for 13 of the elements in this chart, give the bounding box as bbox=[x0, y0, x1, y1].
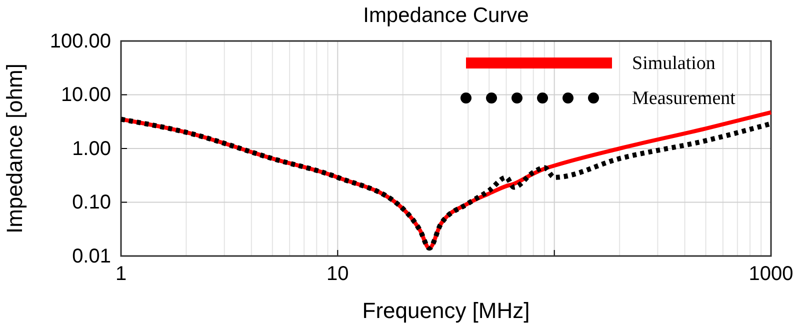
legend-label: Measurement bbox=[632, 88, 736, 109]
x-tick-label: 1000 bbox=[748, 263, 794, 286]
y-tick-label: 0.10 bbox=[72, 192, 111, 214]
y-tick-label: 10.00 bbox=[60, 84, 111, 106]
y-tick-label: 100.00 bbox=[50, 30, 111, 52]
y-tick-label: 1.00 bbox=[72, 138, 111, 160]
x-tick-label: 1 bbox=[115, 263, 127, 286]
y-tick-label: 0.01 bbox=[72, 245, 111, 268]
x-axis-title: Frequency [MHz] bbox=[362, 298, 530, 323]
text: Simulation bbox=[632, 53, 716, 74]
x-tick-label: 10 bbox=[326, 263, 349, 286]
chart-title: Impedance Curve bbox=[363, 4, 529, 27]
y-axis-title: Impedance [ohm] bbox=[2, 64, 27, 234]
